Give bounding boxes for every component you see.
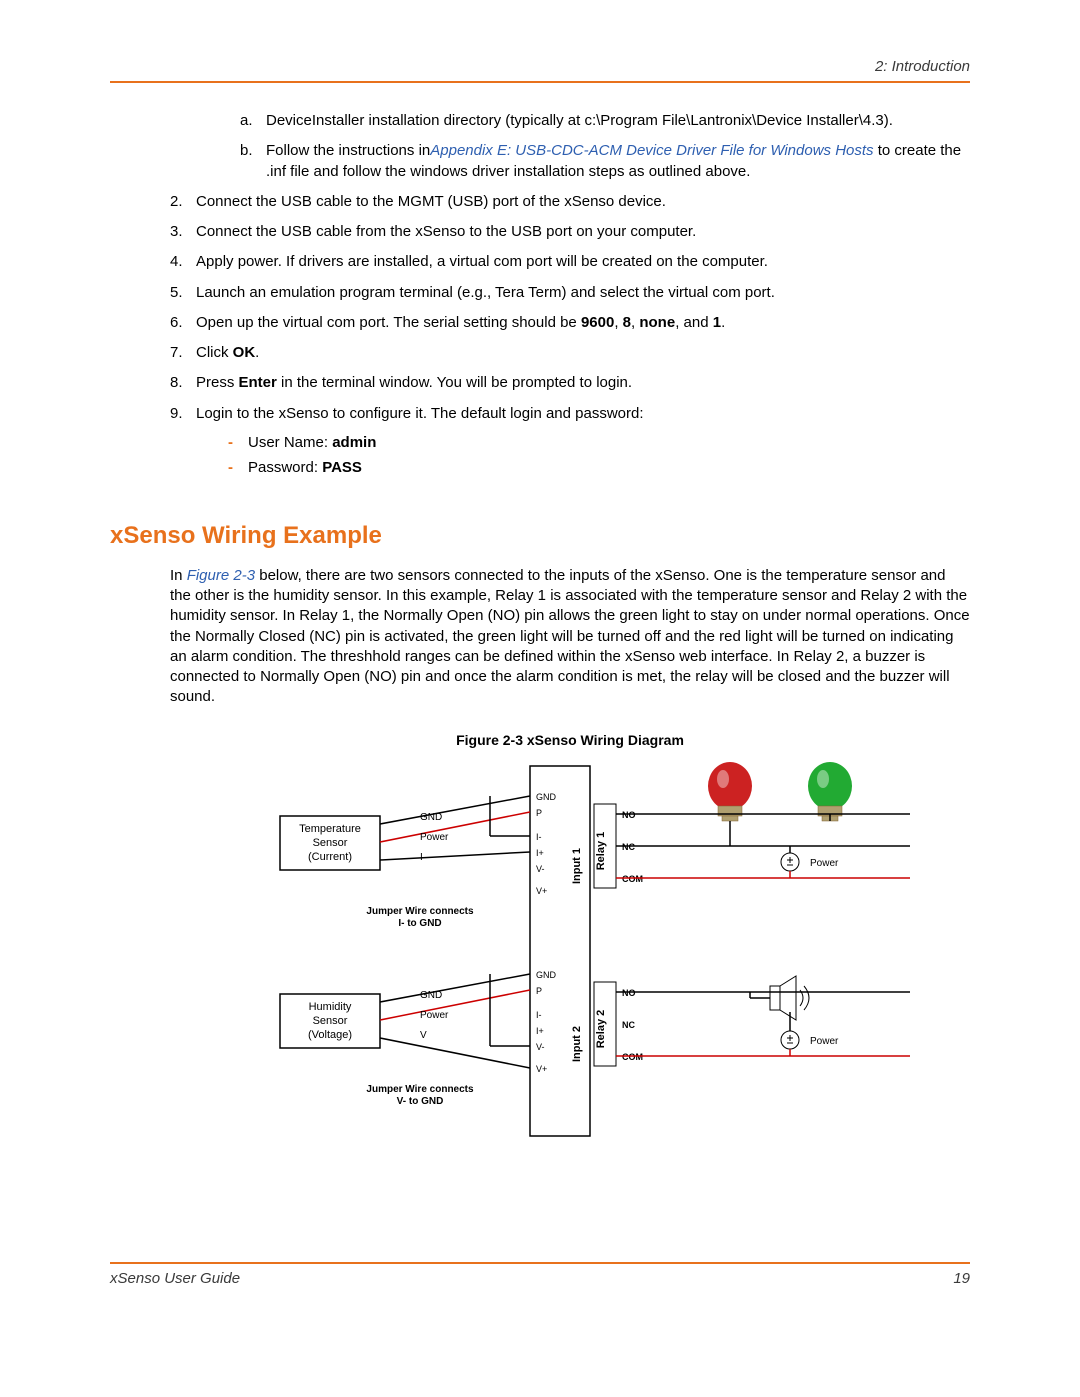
svg-text:I-: I- (536, 832, 542, 842)
page-header: 2: Introduction (110, 58, 970, 83)
page-content: a. DeviceInstaller installation director… (110, 111, 970, 1146)
svg-text:I: I (420, 852, 423, 863)
step-9: 9.Login to the xSenso to configure it. T… (170, 404, 970, 424)
svg-text:Power: Power (810, 1036, 839, 1047)
wiring-diagram: GND P I- I+ V- V+ Input 1 Temperature Sensor (Cur… (210, 756, 930, 1146)
svg-text:V+: V+ (536, 886, 547, 896)
svg-text:Power: Power (420, 832, 449, 843)
svg-text:Power: Power (810, 858, 839, 869)
section-title: xSenso Wiring Example (110, 522, 970, 550)
footer-page: 19 (953, 1270, 970, 1287)
wiring-paragraph: In Figure 2-3 below, there are two senso… (170, 566, 970, 708)
appendix-link[interactable]: Appendix E: USB-CDC-ACM Device Driver Fi… (430, 142, 873, 159)
svg-text:I+: I+ (536, 1026, 544, 1036)
sub-item-b: b. Follow the instructions inAppendix E:… (240, 141, 970, 182)
svg-text:I+: I+ (536, 848, 544, 858)
svg-text:Input 2: Input 2 (571, 1025, 583, 1061)
svg-text:GND: GND (420, 812, 442, 823)
svg-text:V: V (420, 1030, 427, 1041)
svg-text:Relay 1: Relay 1 (595, 831, 607, 870)
step-7: 7. Click OK. (170, 343, 970, 363)
svg-text:P: P (536, 808, 542, 818)
figure-link[interactable]: Figure 2-3 (187, 567, 255, 584)
svg-text:Jumper Wire connects: Jumper Wire connects (366, 1084, 474, 1095)
step-6: 6. Open up the virtual com port. The ser… (170, 313, 970, 333)
svg-text:P: P (536, 986, 542, 996)
svg-text:V-: V- (536, 1042, 545, 1052)
page-footer: xSenso User Guide 19 (110, 1262, 970, 1287)
svg-text:COM: COM (622, 1052, 643, 1062)
svg-text:GND: GND (536, 792, 557, 802)
svg-text:Relay 2: Relay 2 (595, 1009, 607, 1048)
step-3: 3.Connect the USB cable from the xSenso … (170, 222, 970, 242)
svg-text:(Current): (Current) (308, 851, 352, 863)
step-2: 2.Connect the USB cable to the MGMT (USB… (170, 192, 970, 212)
svg-text:Input 1: Input 1 (571, 847, 583, 883)
svg-text:NO: NO (622, 810, 636, 820)
svg-text:V+: V+ (536, 1064, 547, 1074)
svg-text:Sensor: Sensor (313, 837, 348, 849)
svg-text:I- to GND: I- to GND (398, 918, 441, 929)
cred-username: - User Name: admin (228, 434, 970, 451)
svg-text:NC: NC (622, 842, 635, 852)
cred-password: - Password: PASS (228, 459, 970, 476)
svg-text:NO: NO (622, 988, 636, 998)
figure-caption: Figure 2-3 xSenso Wiring Diagram (170, 732, 970, 748)
chapter-label: 2: Introduction (875, 58, 970, 75)
step-4: 4.Apply power. If drivers are installed,… (170, 252, 970, 272)
svg-text:Temperature: Temperature (299, 823, 361, 835)
svg-text:Humidity: Humidity (309, 1001, 352, 1013)
svg-text:I-: I- (536, 1010, 542, 1020)
svg-text:COM: COM (622, 874, 643, 884)
svg-text:Sensor: Sensor (313, 1015, 348, 1027)
svg-text:V-: V- (536, 864, 545, 874)
svg-text:(Voltage): (Voltage) (308, 1029, 352, 1041)
svg-text:NC: NC (622, 1020, 635, 1030)
svg-text:V- to GND: V- to GND (397, 1096, 444, 1107)
step-8: 8. Press Enter in the terminal window. Y… (170, 373, 970, 393)
step-5: 5.Launch an emulation program terminal (… (170, 283, 970, 303)
footer-title: xSenso User Guide (110, 1270, 240, 1287)
svg-text:Power: Power (420, 1010, 449, 1021)
sub-item-a: a. DeviceInstaller installation director… (240, 111, 970, 131)
svg-text:GND: GND (536, 970, 557, 980)
svg-text:Jumper Wire connects: Jumper Wire connects (366, 906, 474, 917)
svg-text:GND: GND (420, 990, 442, 1001)
